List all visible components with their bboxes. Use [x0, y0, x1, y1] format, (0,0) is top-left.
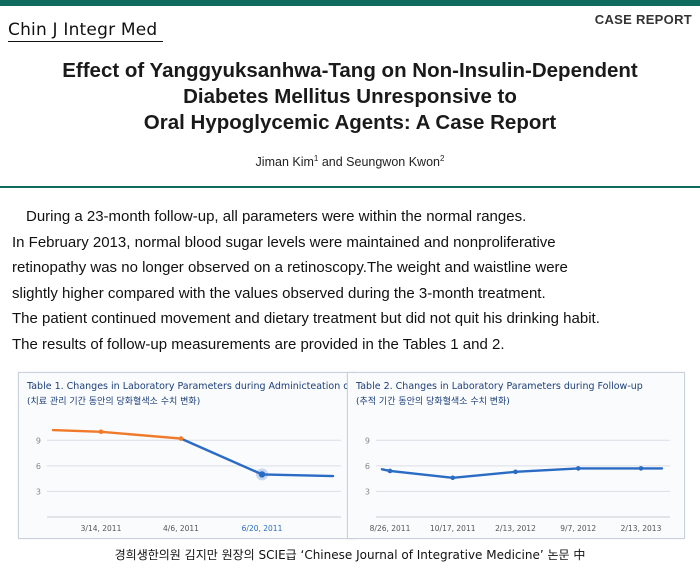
- data-point: [638, 466, 644, 471]
- data-point: [450, 475, 456, 481]
- author-2: Seungwon Kwon: [346, 155, 440, 170]
- author-1-affiliation: 1: [313, 154, 319, 163]
- body-text: During a 23-month follow-up, all paramet…: [12, 204, 692, 357]
- table-2-subtitle: (추적 기간 동안의 당화혈색소 수치 변화): [356, 397, 510, 407]
- x-tick-label: 6/20, 2011: [242, 524, 283, 533]
- body-line-5: The patient continued movement and dieta…: [12, 310, 600, 327]
- title-line-3: Oral Hypoglycemic Agents: A Case Report: [143, 111, 557, 134]
- y-tick-label: 9: [365, 436, 370, 445]
- author-1: Jiman Kim: [255, 155, 314, 170]
- title-line-2: Diabetes Mellitus Unresponsive to: [183, 85, 517, 108]
- table-1-title: Table 1. Changes in Laboratory Parameter…: [27, 381, 381, 392]
- journal-underline: [8, 41, 163, 42]
- body-line-3: retinopathy was no longer observed on a …: [12, 259, 568, 276]
- journal-name: Chin J Integr Med: [8, 20, 158, 40]
- x-tick-label: 2/13, 2012: [495, 524, 536, 533]
- author-line: Jiman Kim1 and Seungwon Kwon2: [0, 154, 700, 169]
- table-1-chart: 3 6 9 3/14, 2011 4/6, 2011 6/20, 2011: [36, 428, 341, 533]
- y-tick-label: 9: [36, 436, 41, 445]
- body-line-4: slightly higher compared with the values…: [12, 284, 546, 302]
- author-2-affiliation: 2: [439, 154, 445, 163]
- table-2-title: Table 2. Changes in Laboratory Parameter…: [356, 381, 643, 392]
- series-line: [51, 428, 183, 440]
- data-point: [178, 436, 184, 441]
- x-tick-label: 3/14, 2011: [81, 524, 122, 533]
- table-2-chart: 3 6 9 8/26, 2011 10/17, 2011 2/13, 2012 9/7, 2…: [365, 436, 670, 533]
- data-point: [98, 429, 104, 435]
- header-divider: [0, 186, 700, 188]
- data-point: [387, 468, 393, 474]
- x-tick-label: 4/6, 2011: [163, 524, 199, 533]
- data-point: [258, 471, 266, 478]
- y-tick-label: 6: [365, 462, 370, 471]
- body-line-2: In February 2013, normal blood sugar lev…: [12, 233, 556, 251]
- y-tick-label: 6: [36, 462, 41, 471]
- y-tick-label: 3: [365, 487, 370, 496]
- table-2-panel: Table 2. Changes in Laboratory Parameter…: [347, 372, 685, 539]
- body-line-6: The results of follow-up measurements ar…: [12, 335, 505, 353]
- series-line: [380, 467, 664, 480]
- table-1-subtitle: (치료 관리 기간 동안의 당화혈색소 수치 변화): [27, 397, 201, 407]
- x-tick-label: 2/13, 2013: [621, 524, 662, 533]
- x-tick-label: 8/26, 2011: [370, 524, 411, 533]
- x-tick-label: 9/7, 2012: [560, 524, 596, 533]
- article-title: Effect of Yanggyuksanhwa-Tang on Non-Ins…: [20, 58, 680, 136]
- y-tick-label: 3: [36, 487, 41, 496]
- series-line: [179, 437, 335, 478]
- data-point: [513, 469, 518, 475]
- author-separator: and: [318, 155, 347, 170]
- title-line-1: Effect of Yanggyuksanhwa-Tang on Non-Ins…: [62, 59, 638, 82]
- image-caption: 경희생한의원 김지만 원장의 SCIE급 ‘Chinese Journal of…: [114, 548, 586, 562]
- table-1-panel: Table 1. Changes in Laboratory Parameter…: [18, 372, 380, 539]
- x-tick-label: 10/17, 2011: [430, 524, 476, 533]
- section-label: CASE REPORT: [594, 12, 692, 27]
- data-point: [575, 466, 581, 471]
- body-line-1: During a 23-month follow-up, all paramet…: [26, 208, 527, 225]
- top-accent-bar: [0, 0, 700, 6]
